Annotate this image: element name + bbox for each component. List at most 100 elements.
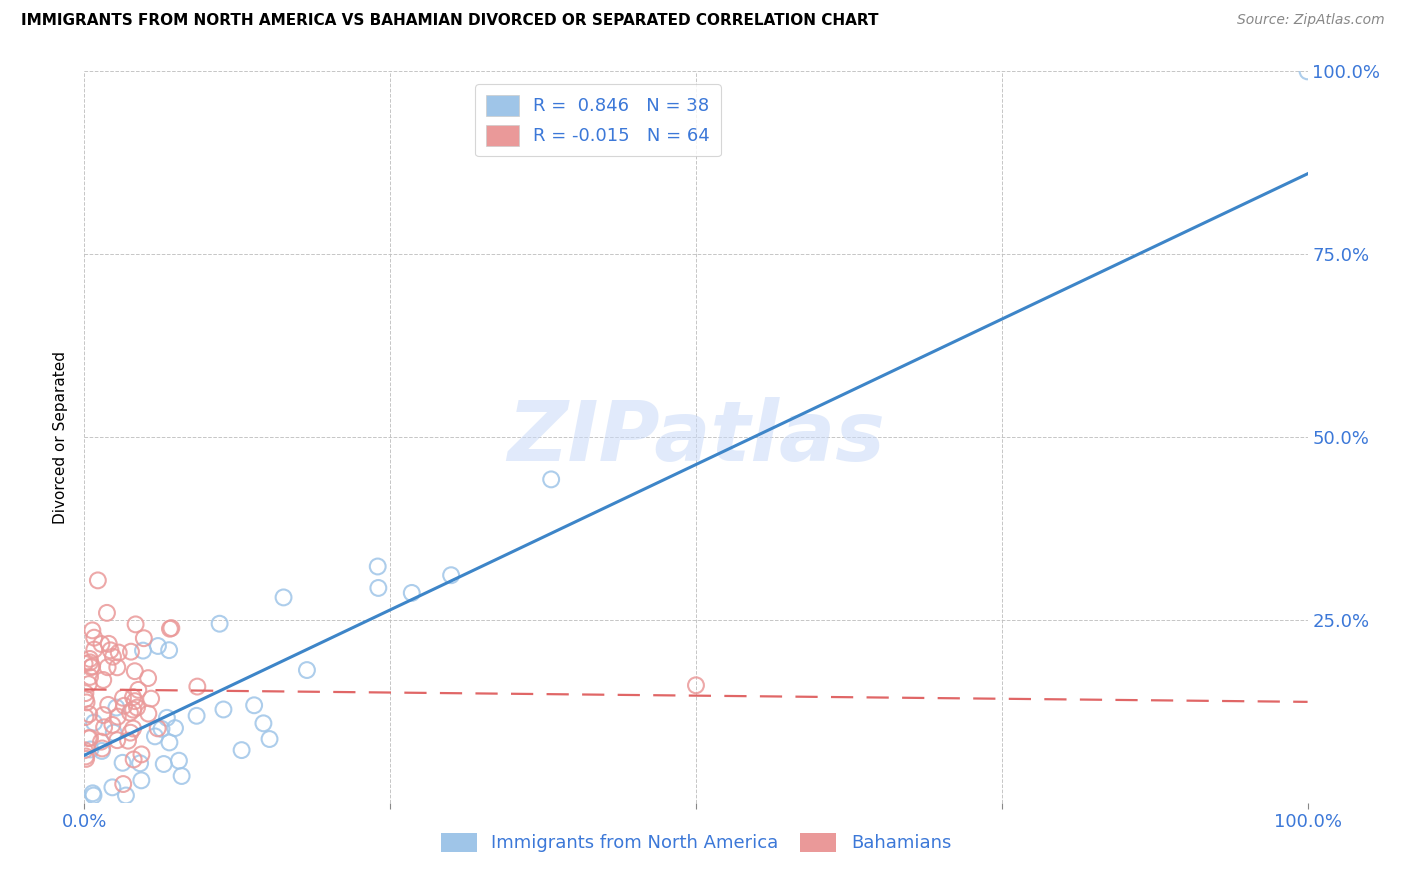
Point [111,690,134,705]
Point [75,710,97,724]
Point [73,657,96,671]
Point [83,789,105,803]
Point [105,733,128,747]
Point [90,744,112,758]
Point [259,732,281,747]
Point [131,747,153,762]
Point [83,715,105,730]
Point [79,670,101,684]
Point [131,773,153,788]
Point [75,752,97,766]
Point [273,591,295,605]
Point [80,660,103,674]
Point [136,671,159,685]
Point [367,559,389,574]
Text: Source: ZipAtlas.com: Source: ZipAtlas.com [1237,13,1385,28]
Point [163,721,186,735]
Point [401,586,423,600]
Point [83,631,105,645]
Point [186,708,208,723]
Point [120,645,142,659]
Point [82,659,104,673]
Point [143,730,166,744]
Point [101,718,124,732]
Point [97,637,120,651]
Point [91,741,114,756]
Point [132,631,155,645]
Point [212,702,235,716]
Point [93,708,115,723]
Point [112,698,135,713]
Point [75,749,97,764]
Point [243,698,266,713]
Point [367,581,389,595]
Point [79,652,101,666]
Point [76,695,98,709]
Point [79,742,101,756]
Point [159,622,181,636]
Point [157,735,180,749]
Point [122,722,145,736]
Point [105,700,128,714]
Point [112,777,135,791]
Point [157,643,180,657]
Point [101,649,124,664]
Point [132,643,155,657]
Point [90,637,112,651]
Point [111,756,134,770]
Point [156,711,179,725]
Point [83,642,105,657]
Point [540,472,562,486]
Point [105,660,128,674]
Point [208,616,231,631]
Text: ZIPatlas: ZIPatlas [508,397,884,477]
Point [1296,64,1319,78]
Point [231,743,253,757]
Point [160,621,183,635]
Point [77,677,100,691]
Point [73,743,96,757]
Point [103,725,125,739]
Point [107,646,129,660]
Point [440,568,463,582]
Point [101,780,124,795]
Point [139,691,162,706]
Point [79,731,101,745]
Point [75,691,97,706]
Point [75,686,97,700]
Point [138,706,160,721]
Point [77,731,100,746]
Point [118,706,141,720]
Point [79,656,101,670]
Point [152,757,174,772]
Point [91,673,114,687]
Point [107,709,129,723]
Point [170,769,193,783]
Point [685,678,707,692]
Point [150,722,173,736]
Point [186,680,208,694]
Point [77,707,100,722]
Point [124,694,146,708]
Point [82,786,104,800]
Point [87,574,110,588]
Point [125,700,148,714]
Point [100,643,122,657]
Point [120,725,142,739]
Point [146,639,169,653]
Point [146,722,169,736]
Point [90,734,112,748]
Point [252,716,274,731]
Point [82,624,104,638]
Point [122,690,145,705]
Point [97,698,120,712]
Point [117,733,139,747]
Point [127,682,149,697]
Point [115,789,138,803]
Point [96,606,118,620]
Point [129,756,152,771]
Text: IMMIGRANTS FROM NORTH AMERICA VS BAHAMIAN DIVORCED OR SEPARATED CORRELATION CHAR: IMMIGRANTS FROM NORTH AMERICA VS BAHAMIA… [21,13,879,29]
Y-axis label: Divorced or Separated: Divorced or Separated [53,351,69,524]
Point [122,752,145,766]
Legend: Immigrants from North America, Bahamians: Immigrants from North America, Bahamians [433,826,959,860]
